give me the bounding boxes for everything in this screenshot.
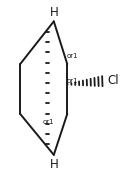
Text: or1: or1	[67, 78, 78, 84]
Text: Cl: Cl	[108, 74, 119, 88]
Text: or1: or1	[43, 119, 54, 125]
Text: H: H	[49, 158, 58, 171]
Text: H: H	[49, 6, 58, 19]
Text: or1: or1	[67, 53, 78, 59]
